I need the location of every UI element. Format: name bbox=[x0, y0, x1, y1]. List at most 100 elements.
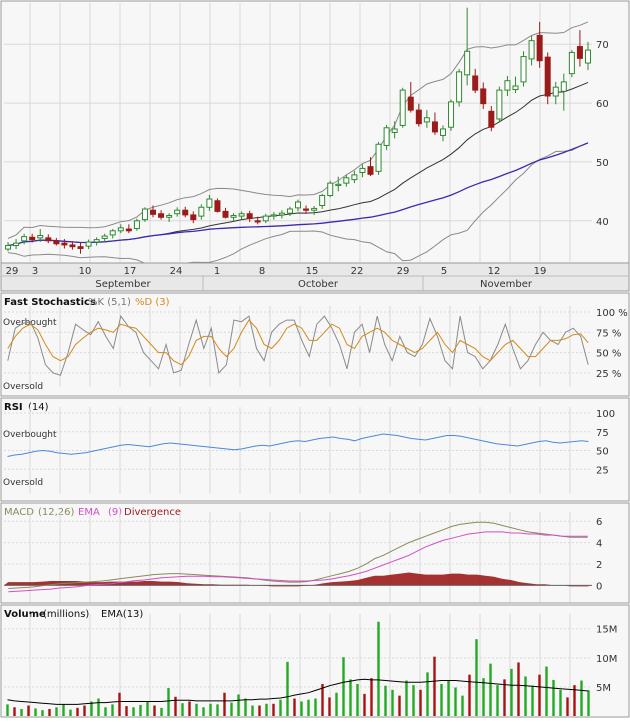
volume-bar-58 bbox=[412, 685, 415, 716]
volume-bar-6 bbox=[48, 709, 51, 716]
stochastics-d-params: %D (3) bbox=[135, 297, 170, 308]
volume-bar-69 bbox=[489, 663, 492, 716]
volume-bar-33 bbox=[237, 694, 240, 716]
candle-body-31 bbox=[254, 220, 261, 223]
volume-bar-5 bbox=[41, 710, 44, 716]
day-label-3: 17 bbox=[124, 266, 137, 277]
rsi-ytick-3: 25 bbox=[596, 465, 609, 476]
candles bbox=[5, 7, 591, 254]
macd-ema-line bbox=[8, 531, 588, 593]
candle-body-68 bbox=[552, 86, 559, 97]
volume-bar-54 bbox=[384, 685, 387, 716]
candle-body-41 bbox=[335, 183, 342, 186]
stochastics-panel bbox=[0, 292, 630, 397]
vol-ytick-2: 5M bbox=[596, 683, 611, 694]
candle-body-12 bbox=[101, 235, 108, 239]
macd-ytick-1: 4 bbox=[596, 539, 602, 550]
volume-bar-48 bbox=[342, 657, 345, 716]
volume-bar-71 bbox=[503, 679, 506, 716]
volume-bar-65 bbox=[461, 695, 464, 716]
rsi-lines: 100 75 50 25 Overbought Oversold bbox=[3, 407, 615, 494]
candle-body-35 bbox=[286, 208, 293, 214]
month-label-0: September bbox=[95, 279, 151, 290]
volume-bar-80 bbox=[566, 697, 569, 716]
day-label-10: 5 bbox=[441, 266, 447, 277]
volume-bar-36 bbox=[258, 705, 261, 716]
volume-bar-38 bbox=[272, 703, 275, 716]
volume-bar-20 bbox=[146, 701, 149, 716]
volume-bar-29 bbox=[209, 703, 212, 716]
month-label-1: October bbox=[298, 279, 339, 290]
candle-body-53 bbox=[431, 121, 438, 133]
candle-body-58 bbox=[472, 75, 479, 91]
volume-bar-9 bbox=[69, 709, 72, 716]
volume-bar-0 bbox=[6, 704, 9, 716]
volume-bar-19 bbox=[139, 704, 142, 716]
stoch-overbought-label: Overbought bbox=[3, 318, 57, 328]
volume-bar-13 bbox=[97, 698, 100, 716]
candle-body-54 bbox=[439, 128, 446, 136]
candle-body-4 bbox=[37, 235, 44, 239]
volume-bar-67 bbox=[475, 639, 478, 716]
volume-bar-37 bbox=[265, 703, 268, 716]
candle-body-5 bbox=[45, 237, 52, 242]
volume-bar-7 bbox=[55, 707, 58, 716]
macd-ytick-2: 2 bbox=[596, 560, 602, 571]
volume-bar-3 bbox=[27, 705, 30, 716]
candle-body-55 bbox=[448, 101, 455, 128]
volume-bar-79 bbox=[559, 689, 562, 716]
day-label-8: 22 bbox=[351, 266, 364, 277]
macd-ema-label: EMA bbox=[78, 507, 100, 518]
candle-body-62 bbox=[504, 80, 511, 91]
volume-bar-82 bbox=[580, 680, 583, 716]
candle-body-26 bbox=[214, 200, 221, 212]
candle-body-13 bbox=[109, 230, 116, 236]
day-label-0: 29 bbox=[6, 266, 19, 277]
volume-bar-15 bbox=[111, 704, 114, 716]
candle-body-6 bbox=[53, 240, 60, 245]
candle-body-29 bbox=[238, 213, 245, 217]
candle-body-69 bbox=[560, 81, 567, 92]
candle-body-66 bbox=[536, 34, 543, 62]
macd-line bbox=[8, 521, 588, 589]
candle-body-33 bbox=[270, 214, 277, 217]
macd-ema-params: (9) bbox=[108, 507, 122, 518]
volume-bar-16 bbox=[118, 692, 121, 716]
volume-bar-62 bbox=[440, 684, 443, 716]
volume-bar-1 bbox=[13, 707, 16, 716]
volume-params: (millions) bbox=[43, 609, 89, 620]
bollinger-lower bbox=[7, 142, 589, 265]
volume-bar-66 bbox=[468, 674, 471, 716]
vol-ytick-0: 15M bbox=[596, 625, 617, 636]
price-ytick-0: 40 bbox=[596, 217, 609, 228]
day-label-4: 24 bbox=[170, 266, 183, 277]
volume-bar-52 bbox=[370, 678, 373, 716]
candle-body-25 bbox=[206, 198, 213, 208]
rsi-params: (14) bbox=[28, 402, 49, 413]
candle-body-39 bbox=[319, 194, 326, 206]
candle-body-21 bbox=[174, 209, 181, 215]
candle-body-23 bbox=[190, 214, 197, 221]
candle-body-17 bbox=[141, 208, 148, 221]
rsi-oversold-label: Oversold bbox=[3, 478, 43, 488]
candle-body-15 bbox=[125, 228, 132, 232]
month-labels: September October November bbox=[1, 275, 629, 291]
macd-params: (12,26) bbox=[38, 507, 75, 518]
vol-ytick-1: 10M bbox=[596, 654, 617, 665]
price-ytick-1: 50 bbox=[596, 158, 609, 169]
candle-body-9 bbox=[77, 246, 84, 249]
volume-bar-83 bbox=[587, 690, 590, 716]
day-label-2: 10 bbox=[79, 266, 92, 277]
rsi-title: RSI bbox=[4, 402, 23, 413]
volume-bar-23 bbox=[167, 688, 170, 716]
volume-bar-44 bbox=[314, 698, 317, 716]
volume-bar-26 bbox=[188, 701, 191, 716]
volume-bar-39 bbox=[279, 699, 282, 716]
volume-bar-63 bbox=[447, 680, 450, 716]
volume-bar-73 bbox=[517, 662, 520, 716]
candle-body-52 bbox=[423, 117, 430, 123]
day-label-12: 19 bbox=[534, 266, 547, 277]
candle-body-14 bbox=[117, 227, 124, 232]
stochastics-title: Fast Stochastics bbox=[4, 297, 96, 308]
candle-body-44 bbox=[359, 167, 366, 174]
